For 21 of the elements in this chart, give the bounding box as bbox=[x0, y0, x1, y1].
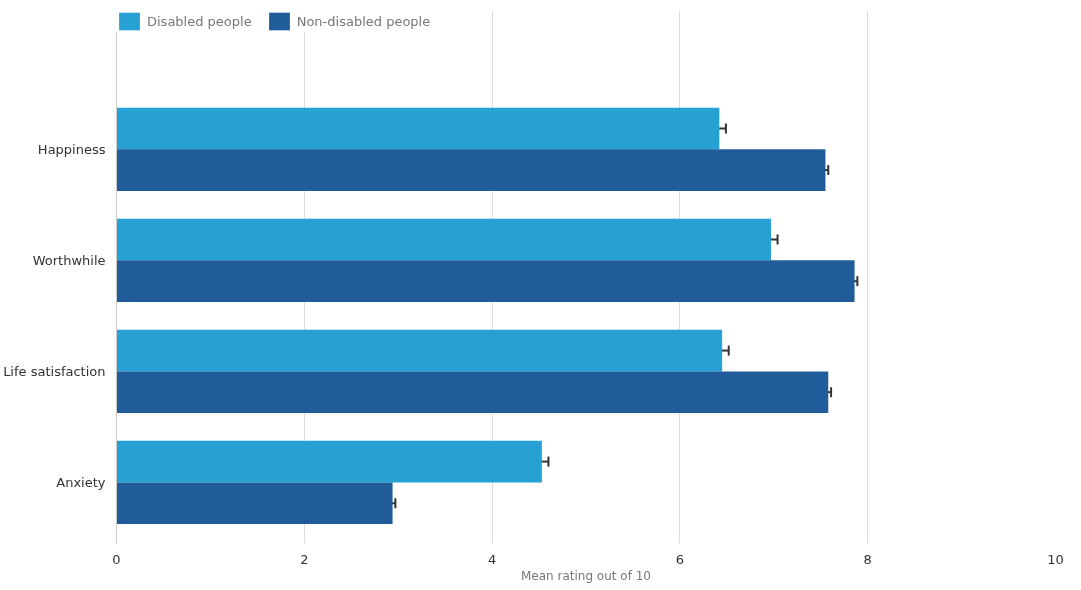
bar bbox=[116, 482, 393, 525]
bar bbox=[116, 260, 855, 302]
x-tick-label: 8 bbox=[863, 551, 872, 567]
bar bbox=[116, 149, 826, 191]
bar bbox=[116, 329, 723, 372]
bar bbox=[116, 218, 771, 261]
x-tick-label: 2 bbox=[300, 551, 309, 567]
y-tick-label: Life satisfaction bbox=[3, 363, 106, 379]
x-axis-title: Mean rating out of 10 bbox=[521, 568, 651, 583]
bar bbox=[116, 440, 542, 483]
x-tick-label: 0 bbox=[112, 551, 121, 567]
y-tick-label: Worthwhile bbox=[32, 252, 106, 268]
x-tick-label: 6 bbox=[675, 551, 685, 567]
x-tick-label: 4 bbox=[487, 551, 497, 567]
y-tick-label: Happiness bbox=[37, 141, 106, 157]
legend-label: Non-disabled people bbox=[296, 13, 431, 29]
legend-label: Disabled people bbox=[147, 13, 252, 29]
x-tick-label: 10 bbox=[1047, 551, 1064, 567]
y-tick-label: Anxiety bbox=[56, 474, 106, 490]
bar bbox=[116, 371, 829, 414]
bar bbox=[116, 107, 720, 150]
